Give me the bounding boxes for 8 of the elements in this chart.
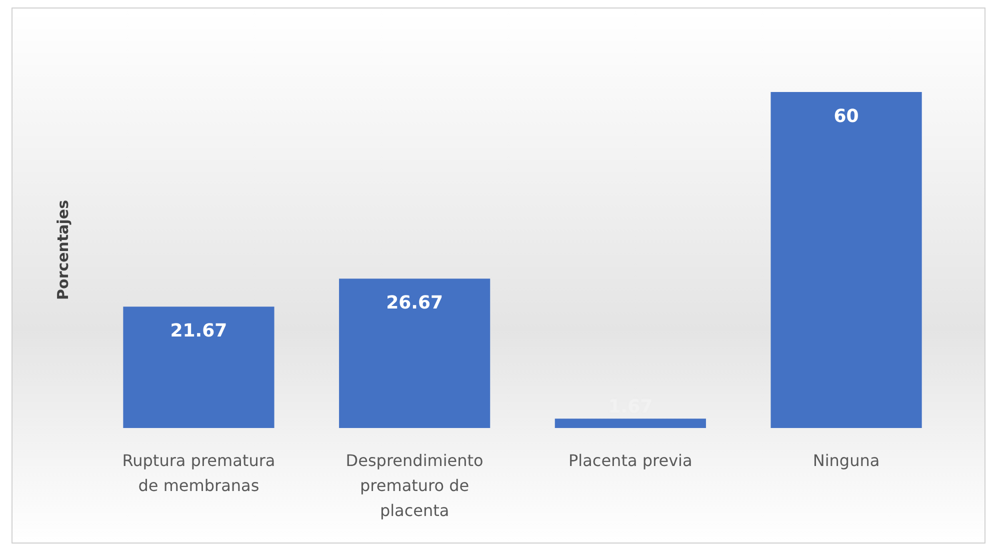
data-label: 60 [834, 106, 859, 127]
x-tick-label: Desprendimiento prematuro de placenta [346, 451, 484, 520]
y-axis-title: Porcentajes [54, 200, 72, 300]
x-tick-label: Ninguna [812, 451, 880, 470]
data-label: 21.67 [170, 320, 228, 342]
x-tick-label: Ruptura prematura de membranas [122, 451, 276, 495]
data-label: 26.67 [386, 292, 444, 314]
x-tick-label: Placenta previa [568, 451, 692, 470]
